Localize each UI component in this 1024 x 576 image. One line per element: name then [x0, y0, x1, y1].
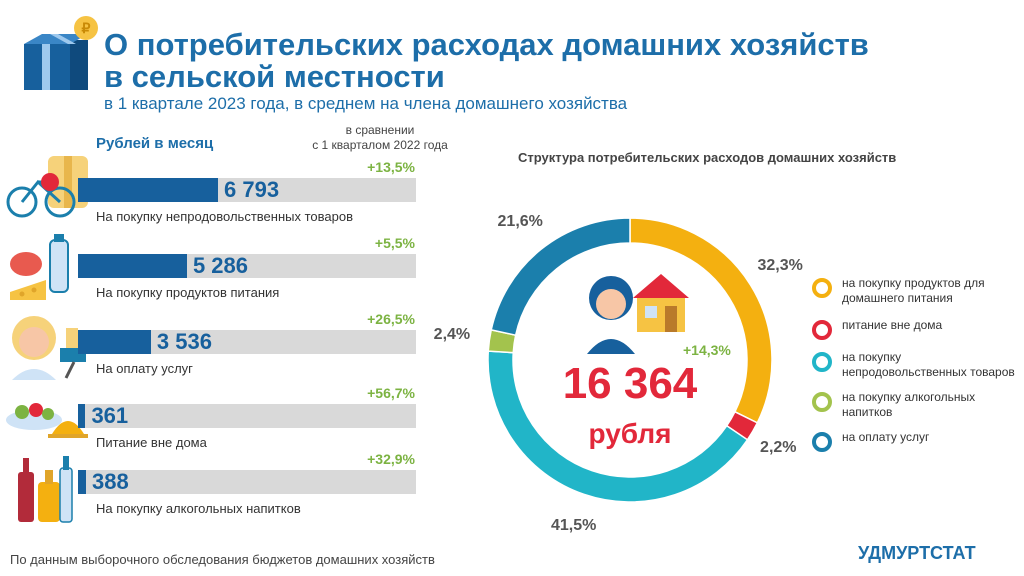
bar-track [78, 404, 416, 428]
bar-value-label: 388 [91, 469, 129, 494]
bar-change-label: +13,5% [367, 159, 415, 175]
legend-label: на покупку непродовольственных товаров [842, 350, 1015, 379]
bar-change-label: +32,9% [367, 451, 415, 467]
bar-change-label: +5,5% [374, 235, 415, 251]
donut-percent-label: 32,3% [757, 257, 803, 275]
total-unit: рубля [588, 418, 672, 449]
bar [78, 404, 86, 428]
total-amount: 16 364 [562, 359, 698, 408]
food-icon [10, 234, 69, 300]
legend-label: на покупку алкогольных напитков [842, 390, 976, 419]
units-label: Рублей в месяц [96, 135, 214, 152]
bar-change-label: +56,7% [367, 385, 415, 401]
legend-marker [812, 320, 832, 340]
bar-value-label: 3 536 [156, 329, 212, 354]
donut-slice [490, 217, 631, 337]
bar [78, 470, 86, 494]
legend-label: питание вне дома [842, 318, 943, 332]
bar-category-label: Питание вне дома [96, 435, 207, 450]
bar-category-label: На покупку продуктов питания [96, 285, 280, 300]
legend-marker [812, 352, 832, 372]
donut-percent-label: 41,5% [550, 516, 597, 534]
bar-category-label: На покупку алкогольных напитков [96, 501, 301, 516]
services-icon [12, 316, 86, 380]
page-title-line1: О потребительских расходах домашних хозя… [104, 27, 869, 62]
legend-item: на покупку продуктов для домашнего питан… [812, 276, 1022, 306]
gift-coin-icon: ₽ [24, 16, 98, 90]
alcohol-icon [18, 456, 73, 523]
legend-marker [812, 392, 832, 412]
donut-percent-label: 2,2% [760, 438, 797, 456]
bar [78, 330, 151, 354]
donut-percent-label: 2,4% [433, 325, 471, 343]
donut-chart [487, 217, 773, 503]
legend-marker [812, 278, 832, 298]
legend-item: на покупку алкогольных напитков [812, 390, 1022, 420]
compare-label: в сравнении с 1 кварталом 2022 года [312, 123, 448, 152]
legend-item: питание вне дома [812, 318, 1022, 340]
svg-text:₽: ₽ [82, 20, 91, 36]
legend-label: на оплату услуг [842, 430, 930, 444]
brand-logo-text: УДМУРТСТАТ [858, 543, 976, 563]
bar-change-label: +26,5% [367, 311, 415, 327]
bar-category-label: На покупку непродовольственных товаров [96, 209, 353, 224]
restaurant-icon [6, 403, 88, 438]
source-note: По данным выборочного обследования бюдже… [10, 552, 435, 567]
bar-value-label: 6 793 [224, 177, 280, 202]
page-subtitle: в 1 квартале 2023 года, в среднем на чле… [104, 94, 628, 113]
donut-percent-label: 21,6% [497, 212, 543, 230]
bar-value-label: 5 286 [192, 253, 248, 278]
bar-value-label: 361 [91, 403, 129, 428]
family-house-icon [587, 274, 689, 354]
bar-category-label: На оплату услуг [96, 361, 193, 376]
legend-marker [812, 432, 832, 452]
legend-label: на покупку продуктов для домашнего питан… [842, 276, 985, 305]
bar-track [78, 470, 416, 494]
legend-item: на оплату услуг [812, 430, 1022, 452]
bar [78, 178, 218, 202]
donut-title: Структура потребительских расходов домаш… [518, 150, 897, 165]
bar [78, 254, 187, 278]
page-title-line2: в сельской местности [104, 59, 445, 94]
legend-item: на покупку непродовольственных товаров [812, 350, 1022, 380]
total-change: +14,3% [683, 342, 731, 358]
